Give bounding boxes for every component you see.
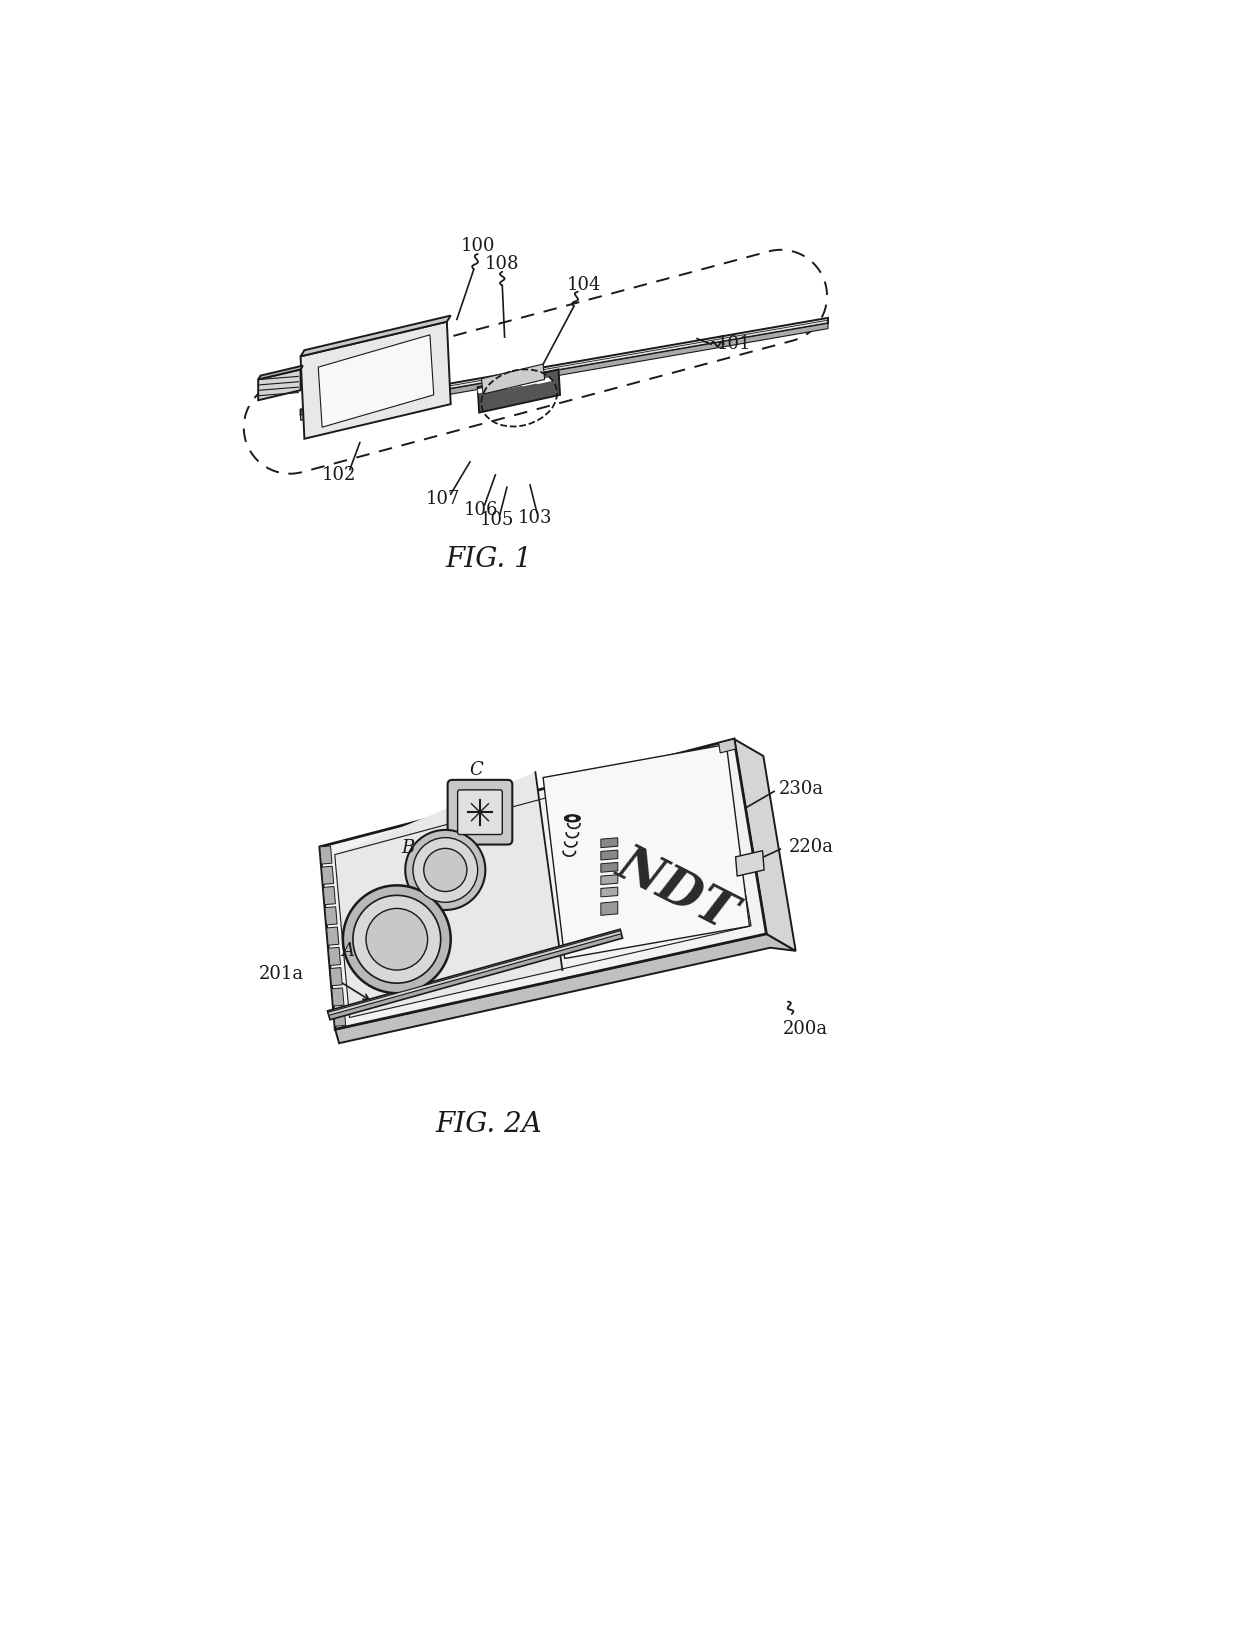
Polygon shape (543, 744, 749, 958)
Polygon shape (335, 772, 563, 1017)
Text: 101: 101 (717, 335, 751, 353)
Polygon shape (335, 934, 796, 1043)
Text: 220a: 220a (789, 837, 833, 855)
Text: 201a: 201a (259, 965, 304, 983)
Text: 105: 105 (480, 510, 515, 528)
Text: FIG. 2A: FIG. 2A (435, 1110, 543, 1138)
Polygon shape (300, 316, 450, 356)
Circle shape (413, 837, 477, 903)
Text: 107: 107 (425, 490, 460, 508)
Polygon shape (321, 867, 334, 885)
Polygon shape (327, 930, 621, 1015)
Polygon shape (320, 845, 332, 863)
Polygon shape (329, 947, 341, 966)
Polygon shape (334, 1009, 346, 1027)
Polygon shape (601, 837, 618, 847)
Text: 102: 102 (322, 466, 356, 484)
Text: NDT: NDT (608, 839, 743, 940)
Polygon shape (327, 929, 622, 1020)
Polygon shape (330, 968, 342, 986)
Text: 104: 104 (567, 276, 601, 294)
Polygon shape (319, 335, 434, 427)
Polygon shape (258, 370, 300, 401)
Circle shape (405, 831, 485, 911)
Polygon shape (324, 886, 335, 904)
Text: 103: 103 (518, 508, 553, 526)
Polygon shape (300, 317, 828, 415)
Text: 100: 100 (460, 237, 495, 255)
Polygon shape (320, 739, 766, 1030)
Text: 200a: 200a (782, 1020, 827, 1038)
Circle shape (353, 896, 440, 983)
Polygon shape (601, 875, 618, 885)
Text: 106: 106 (464, 502, 498, 520)
Text: C: C (469, 760, 484, 778)
Text: 230a: 230a (779, 780, 825, 798)
Polygon shape (300, 322, 450, 438)
Circle shape (343, 885, 450, 992)
Text: FIG. 1: FIG. 1 (446, 546, 532, 574)
Polygon shape (601, 862, 618, 871)
Circle shape (366, 909, 428, 970)
Circle shape (424, 849, 467, 891)
Polygon shape (481, 365, 544, 394)
Polygon shape (719, 739, 735, 752)
Polygon shape (734, 739, 796, 952)
FancyBboxPatch shape (458, 790, 502, 834)
Polygon shape (601, 888, 618, 898)
Text: B: B (402, 839, 415, 857)
FancyBboxPatch shape (448, 780, 512, 845)
Text: 108: 108 (485, 255, 520, 273)
Polygon shape (332, 988, 343, 1006)
Polygon shape (601, 850, 618, 860)
Polygon shape (325, 907, 337, 925)
Polygon shape (300, 324, 828, 420)
Text: A: A (342, 942, 355, 960)
Polygon shape (326, 927, 339, 945)
Polygon shape (735, 850, 764, 876)
Polygon shape (601, 901, 618, 916)
Polygon shape (477, 370, 560, 412)
Polygon shape (258, 366, 303, 379)
